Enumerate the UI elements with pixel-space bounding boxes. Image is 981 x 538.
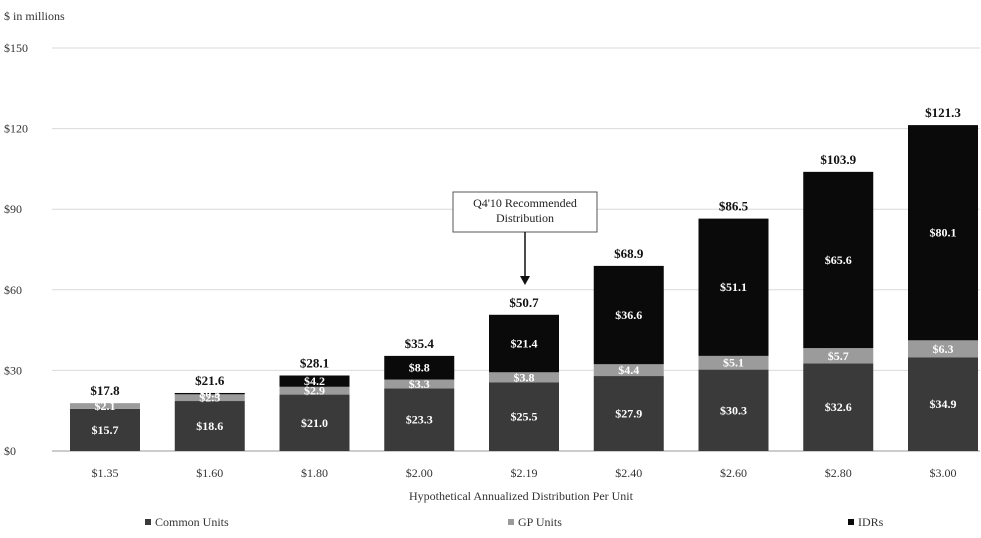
bar-segment-common-units	[489, 382, 559, 451]
x-tick-label: $1.35	[92, 466, 119, 480]
segment-label: $21.4	[511, 337, 538, 351]
annotation-text: Q4'10 Recommended	[473, 196, 577, 210]
y-tick-label: $90	[4, 202, 22, 216]
total-label: $121.3	[925, 105, 961, 120]
bar-segment-gp-units	[489, 372, 559, 383]
y-axis-ticks: $0 $30 $60 $90 $120 $150	[4, 41, 28, 458]
legend-label: GP Units	[518, 515, 562, 529]
bar-segment-gp-units	[384, 379, 455, 389]
segment-label: $0.5	[199, 387, 220, 401]
total-label: $50.7	[509, 295, 539, 310]
legend-swatch	[145, 519, 151, 525]
y-tick-label: $150	[4, 41, 28, 55]
bar-segment-idrs	[279, 375, 350, 387]
bar-segment-common-units	[384, 388, 455, 451]
bar-segment-idrs	[384, 355, 455, 380]
bar-segment-gp-units	[803, 348, 874, 364]
bar-segment-idrs	[174, 392, 245, 395]
y-tick-label: $120	[4, 122, 28, 136]
total-label: $86.5	[719, 199, 749, 214]
x-tick-label: $2.60	[720, 466, 747, 480]
x-tick-label: $1.60	[196, 466, 223, 480]
segment-label: $21.0	[301, 416, 328, 430]
x-tick-label: $3.00	[930, 466, 957, 480]
y-tick-label: $0	[4, 444, 16, 458]
unit-note: $ in millions	[4, 9, 65, 23]
legend-label: IDRs	[858, 515, 884, 529]
x-tick-label: $2.19	[511, 466, 538, 480]
y-tick-label: $60	[4, 283, 22, 297]
segment-label: $4.4	[618, 363, 639, 377]
segment-label: $2.9	[304, 384, 325, 398]
segment-label: $3.3	[409, 377, 430, 391]
y-tick-label: $30	[4, 363, 22, 377]
x-axis-ticks: $1.35 $1.60 $1.80 $2.00 $2.19 $2.40 $2.60 $2.80…	[92, 466, 957, 480]
legend-label: Common Units	[155, 515, 229, 529]
x-tick-label: $1.80	[301, 466, 328, 480]
segment-label: $34.9	[930, 397, 957, 411]
annotation-arrowhead	[520, 276, 530, 285]
segment-label: $2.5	[199, 391, 220, 405]
x-axis-title: Hypothetical Annualized Distribution Per…	[409, 489, 634, 503]
total-label: $103.9	[820, 152, 856, 167]
total-label: $17.8	[90, 383, 120, 398]
segment-label: $5.7	[828, 349, 849, 363]
bar-segment-common-units	[908, 357, 978, 451]
bar-segment-idrs	[908, 125, 978, 341]
bar-segment-gp-units	[908, 340, 978, 358]
bar-segment-gp-units	[174, 394, 245, 402]
bar-segment-gp-units	[279, 386, 350, 395]
segment-label: $8.8	[409, 361, 430, 375]
segment-label: $3.8	[514, 370, 535, 384]
bar-segment-gp-units	[593, 364, 664, 377]
bar-segment-common-units	[279, 394, 350, 451]
total-label: $21.6	[195, 373, 225, 388]
segment-label: $25.5	[511, 410, 538, 424]
segment-label: $4.2	[304, 374, 325, 388]
x-tick-label: $2.40	[615, 466, 642, 480]
segment-label: $18.6	[196, 419, 223, 433]
total-label: $28.1	[300, 356, 329, 371]
bar-segment-idrs	[803, 171, 874, 349]
x-tick-label: $2.00	[406, 466, 433, 480]
bar-segment-common-units	[174, 401, 245, 451]
legend-swatch	[848, 519, 854, 525]
segment-label: $80.1	[930, 226, 957, 240]
segment-label: $30.3	[720, 403, 747, 417]
segment-label: $23.3	[406, 413, 433, 427]
segment-label: $51.1	[720, 280, 747, 294]
bar-segment-idrs	[698, 218, 769, 356]
segment-label: $5.1	[723, 356, 744, 370]
bars	[70, 125, 978, 451]
annotation-text: Distribution	[496, 211, 554, 225]
bar-segment-gp-units	[70, 403, 140, 409]
legend: Common Units GP Units IDRs	[145, 515, 884, 529]
segment-label: $6.3	[933, 342, 954, 356]
segment-label: $2.1	[95, 399, 116, 413]
x-tick-label: $2.80	[825, 466, 852, 480]
segment-label: $32.6	[825, 400, 852, 414]
segment-labels: $15.7 $2.1 $18.6 $2.5$0.5 $21.0 $2.9$4.2 $23.3…	[92, 226, 957, 437]
total-label: $68.9	[614, 246, 644, 261]
legend-swatch	[508, 519, 514, 525]
bar-segment-gp-units	[698, 355, 769, 370]
segment-label: $27.9	[615, 407, 642, 421]
bar-segment-common-units	[698, 369, 769, 451]
segment-label: $15.7	[92, 423, 119, 437]
total-label: $35.4	[405, 336, 435, 351]
bar-segment-idrs	[489, 314, 559, 373]
bar-segment-common-units	[593, 376, 664, 451]
bar-segment-common-units	[70, 408, 140, 451]
total-labels: $17.8 $21.6 $28.1 $35.4 $50.7 $68.9 $86.5 $103.…	[90, 105, 961, 398]
bar-segment-idrs	[593, 265, 664, 365]
annotation-box	[452, 191, 598, 233]
segment-label: $36.6	[615, 308, 642, 322]
segment-label: $65.6	[825, 253, 852, 267]
bar-segment-common-units	[803, 363, 874, 451]
